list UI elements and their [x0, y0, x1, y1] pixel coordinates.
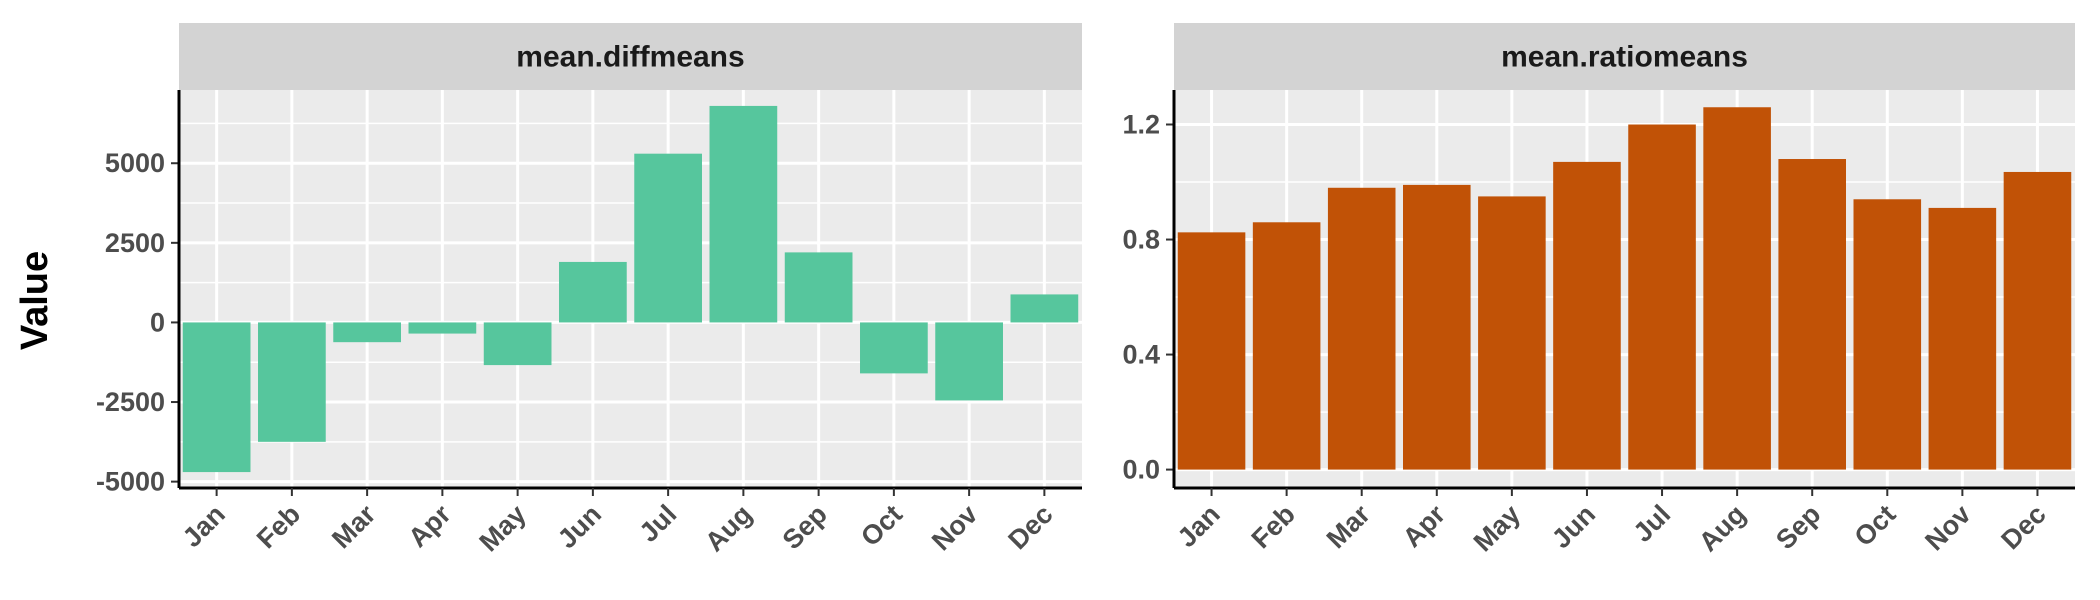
- bar-mar: [1327, 187, 1396, 470]
- y-tick-label: 0.8: [1122, 225, 1160, 255]
- bar-apr: [1403, 184, 1471, 470]
- chart-diffmeans: mean.diffmeans -5000 -2500 0 2500 5000 Jan Feb M…: [96, 23, 1082, 557]
- bar-dec: [2003, 171, 2072, 470]
- x-tick-label: Sep: [777, 499, 833, 555]
- bar-sep: [1778, 159, 1846, 470]
- x-tick-label: May: [1468, 499, 1526, 557]
- x-tick-label: Feb: [251, 499, 306, 554]
- bar-aug: [709, 105, 778, 323]
- plot-background: [179, 90, 1082, 488]
- facet-strip: [179, 23, 1082, 90]
- x-tick-label: Nov: [926, 499, 983, 556]
- facet-strip: [1174, 23, 2075, 90]
- facet-panel-ratiomeans: mean.ratiomeans 0.0 0.4 0.8 1.2 Jan Feb Mar Apr M…: [1100, 0, 2100, 600]
- bar-feb: [258, 322, 326, 442]
- x-tick-label: Aug: [699, 499, 757, 557]
- x-tick-label: Aug: [1693, 499, 1751, 557]
- facet-strip-title: mean.ratiomeans: [1501, 41, 1748, 74]
- bar-sep: [784, 252, 853, 323]
- x-tick-label: Nov: [1919, 499, 1976, 556]
- x-tick-label: Jul: [634, 499, 683, 548]
- x-tick-label: Jun: [1546, 499, 1601, 554]
- plot-background: [1174, 90, 2075, 488]
- bar-jun: [559, 261, 627, 323]
- x-tick-label: Apr: [403, 499, 457, 553]
- y-tick-label: 2500: [105, 228, 165, 258]
- x-tick-label: Jun: [552, 499, 607, 554]
- chart-ratiomeans: mean.ratiomeans 0.0 0.4 0.8 1.2 Jan Feb Mar Apr M…: [1122, 23, 2075, 557]
- y-tick-label: 0.0: [1122, 455, 1160, 485]
- x-tick-label: Jan: [177, 499, 231, 553]
- bar-jan: [182, 322, 251, 473]
- bar-aug: [1703, 107, 1771, 470]
- x-tick-label: Mar: [1321, 499, 1377, 555]
- x-tick-label: Dec: [1995, 499, 2051, 555]
- y-tick-label: 1.2: [1122, 110, 1160, 140]
- bar-nov: [1928, 207, 1997, 470]
- x-tick-label: Oct: [1848, 499, 1901, 552]
- facet-strip-title: mean.diffmeans: [516, 41, 744, 74]
- x-tick-label: Oct: [855, 499, 908, 552]
- bar-oct: [1853, 199, 1922, 470]
- bar-apr: [408, 322, 477, 334]
- bar-may: [1478, 196, 1546, 470]
- x-tick-label: Jan: [1172, 499, 1226, 553]
- x-tick-label: Mar: [326, 499, 382, 555]
- y-tick-label: -5000: [96, 467, 165, 497]
- x-tick-label: Jul: [1627, 499, 1676, 548]
- bar-jun: [1553, 161, 1621, 470]
- bar-nov: [935, 322, 1003, 401]
- bar-may: [483, 322, 552, 366]
- y-tick-label: 5000: [105, 148, 165, 178]
- x-tick-label: Sep: [1770, 499, 1826, 555]
- bar-oct: [860, 322, 928, 374]
- x-tick-label: Apr: [1397, 499, 1451, 553]
- y-tick-label: 0: [150, 307, 165, 337]
- bar-feb: [1252, 222, 1321, 470]
- bar-jan: [1177, 232, 1246, 470]
- x-tick-label: Dec: [1002, 499, 1058, 555]
- facet-panel-diffmeans: mean.diffmeans -5000 -2500 0 2500 5000 Jan Feb M…: [96, 23, 1082, 557]
- y-tick-label: -2500: [96, 387, 165, 417]
- x-tick-label: Feb: [1246, 499, 1301, 554]
- bar-mar: [333, 322, 401, 343]
- bar-jul: [634, 153, 702, 323]
- bar-jul: [1628, 124, 1696, 470]
- bar-dec: [1010, 294, 1079, 323]
- y-tick-label: 0.4: [1122, 340, 1160, 370]
- x-tick-label: May: [474, 499, 532, 557]
